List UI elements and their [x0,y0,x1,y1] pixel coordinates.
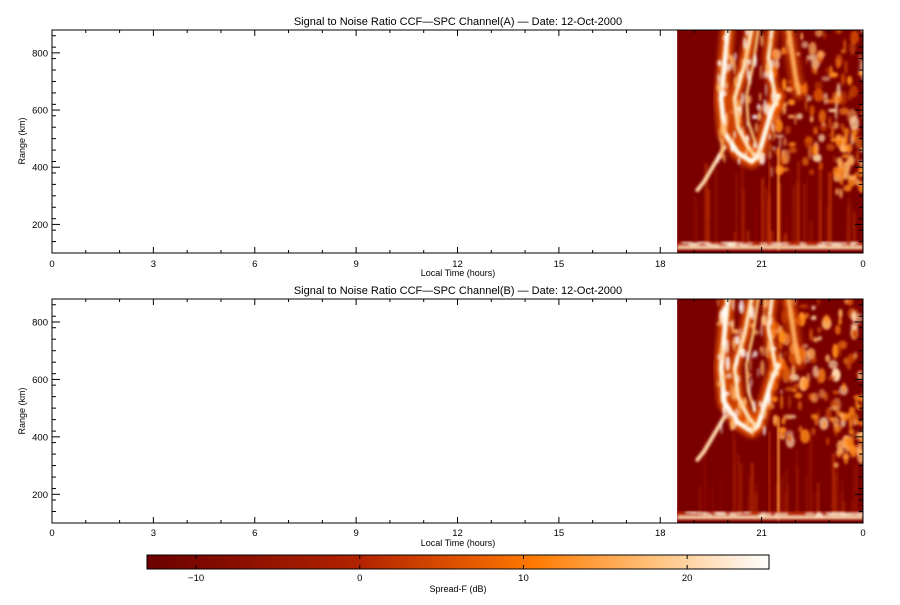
colorbar-label: Spread-F (dB) [429,584,486,594]
x-tick-label: 3 [151,259,156,270]
x-tick-label: 21 [756,528,767,539]
panel-a-title: Signal to Noise Ratio CCF—SPC Channel(A)… [294,16,622,28]
x-tick-label: 0 [49,528,54,539]
panel-b-heatmap [677,299,863,523]
y-tick-label: 800 [32,317,48,328]
panel-a: Signal to Noise Ratio CCF—SPC Channel(A)… [17,16,866,278]
x-tick-label: 9 [353,259,358,270]
x-tick-label: 15 [554,259,565,270]
x-tick-label: 0 [49,259,54,270]
y-tick-label: 600 [32,375,48,386]
y-tick-label: 800 [32,48,48,59]
panel-b: Signal to Noise Ratio CCF—SPC Channel(B)… [17,285,866,548]
panel-b-axes: 0 3 6 9 12 15 18 21 0 200 400 600 800 [32,299,866,539]
e-layer-band [677,511,863,521]
x-tick-label: 9 [353,528,358,539]
vertical-column [776,147,780,251]
x-tick-label: 12 [452,259,463,270]
spread-f-plume [695,30,806,193]
colorbar-ticks: −10 0 10 20 [188,555,692,584]
x-tick-label: 0 [860,528,865,539]
colorbar-gradient [146,554,770,570]
panel-a-heatmap [677,30,863,253]
colorbar-tick-label: 0 [357,573,362,584]
y-tick-label: 400 [32,432,48,443]
vertical-column [776,416,780,521]
x-tick-label: 0 [860,259,865,270]
x-tick-label: 21 [756,259,767,270]
heatmap-streaks [694,161,856,248]
colorbar-tick-label: 10 [518,573,529,584]
panel-b-xlabel: Local Time (hours) [421,538,496,548]
y-tick-label: 600 [32,106,48,117]
panel-b-ylabel: Range (km) [17,387,27,434]
panel-a-ylabel: Range (km) [17,117,27,164]
panel-a-axes: 0 3 6 9 12 15 18 21 0 200 400 600 800 [32,30,866,270]
y-tick-label: 200 [32,490,48,501]
e-layer-band [677,241,863,251]
x-tick-label: 15 [554,528,565,539]
panel-b-title: Signal to Noise Ratio CCF—SPC Channel(B)… [294,285,622,297]
heatmap-noise [766,30,863,199]
x-tick-label: 6 [252,528,257,539]
colorbar: −10 0 10 20 Spread-F (dB) [146,554,770,594]
x-tick-label: 3 [151,528,156,539]
spread-f-plume [695,299,806,462]
colorbar-tick-label: −10 [188,573,204,584]
x-tick-label: 12 [452,528,463,539]
y-tick-label: 200 [32,220,48,231]
x-tick-label: 18 [655,528,666,539]
x-tick-label: 6 [252,259,257,270]
y-tick-label: 400 [32,163,48,174]
x-tick-label: 18 [655,259,666,270]
panel-a-xlabel: Local Time (hours) [421,268,496,278]
colorbar-tick-label: 20 [682,573,693,584]
